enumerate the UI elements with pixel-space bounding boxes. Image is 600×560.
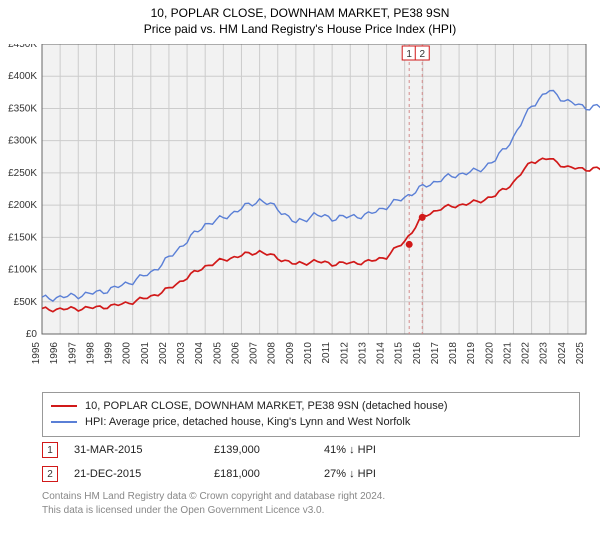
sale-marker-icon: 2 bbox=[42, 466, 58, 482]
svg-text:£450K: £450K bbox=[8, 44, 37, 50]
chart-title: 10, POPLAR CLOSE, DOWNHAM MARKET, PE38 9… bbox=[0, 6, 600, 20]
svg-text:2020: 2020 bbox=[484, 342, 495, 365]
svg-text:2022: 2022 bbox=[521, 342, 532, 365]
svg-text:2023: 2023 bbox=[539, 342, 550, 365]
sale-price: £181,000 bbox=[214, 468, 324, 480]
sale-diff: 27% ↓ HPI bbox=[324, 468, 464, 480]
legend: 10, POPLAR CLOSE, DOWNHAM MARKET, PE38 9… bbox=[42, 392, 580, 437]
svg-text:1996: 1996 bbox=[49, 342, 60, 365]
sale-date: 31-MAR-2015 bbox=[74, 444, 214, 456]
footer-line-1: Contains HM Land Registry data © Crown c… bbox=[42, 490, 562, 504]
legend-swatch bbox=[51, 421, 77, 423]
svg-text:2021: 2021 bbox=[502, 342, 513, 365]
svg-text:2007: 2007 bbox=[249, 342, 260, 365]
sale-row: 2 21-DEC-2015£181,00027% ↓ HPI bbox=[42, 462, 464, 486]
svg-text:2: 2 bbox=[419, 49, 425, 60]
svg-text:2019: 2019 bbox=[466, 342, 477, 365]
svg-text:2018: 2018 bbox=[448, 342, 459, 365]
legend-label: 10, POPLAR CLOSE, DOWNHAM MARKET, PE38 9… bbox=[85, 400, 448, 412]
svg-text:2011: 2011 bbox=[321, 342, 332, 364]
svg-text:2005: 2005 bbox=[212, 342, 223, 365]
svg-text:2012: 2012 bbox=[339, 342, 350, 365]
svg-text:2013: 2013 bbox=[357, 342, 368, 365]
svg-text:£50K: £50K bbox=[14, 297, 38, 308]
svg-text:2010: 2010 bbox=[303, 342, 314, 365]
footer-line-2: This data is licensed under the Open Gov… bbox=[42, 504, 562, 518]
footer-attribution: Contains HM Land Registry data © Crown c… bbox=[42, 490, 562, 517]
sale-marker-icon: 1 bbox=[42, 442, 58, 458]
svg-text:1995: 1995 bbox=[31, 342, 42, 365]
svg-text:1: 1 bbox=[406, 49, 412, 60]
svg-text:2008: 2008 bbox=[267, 342, 278, 365]
svg-text:2004: 2004 bbox=[194, 342, 205, 365]
legend-swatch bbox=[51, 405, 77, 407]
svg-text:£250K: £250K bbox=[8, 168, 37, 179]
svg-text:2001: 2001 bbox=[140, 342, 151, 365]
svg-text:£100K: £100K bbox=[8, 265, 37, 276]
sale-diff: 41% ↓ HPI bbox=[324, 444, 464, 456]
svg-text:2014: 2014 bbox=[376, 342, 387, 365]
svg-text:2006: 2006 bbox=[230, 342, 241, 365]
svg-text:1998: 1998 bbox=[85, 342, 96, 365]
svg-text:£150K: £150K bbox=[8, 232, 37, 243]
legend-label: HPI: Average price, detached house, King… bbox=[85, 416, 410, 428]
svg-text:1999: 1999 bbox=[104, 342, 115, 365]
chart-plot: £0 £50K £100K £150K £200K £250K £300K £350K £400… bbox=[0, 44, 600, 374]
svg-text:2015: 2015 bbox=[394, 342, 405, 365]
legend-item: 10, POPLAR CLOSE, DOWNHAM MARKET, PE38 9… bbox=[51, 398, 571, 414]
svg-text:2000: 2000 bbox=[122, 342, 133, 365]
svg-text:2025: 2025 bbox=[575, 342, 586, 365]
svg-text:£0: £0 bbox=[26, 329, 38, 340]
sale-price: £139,000 bbox=[214, 444, 324, 456]
svg-text:£300K: £300K bbox=[8, 136, 37, 147]
sale-date: 21-DEC-2015 bbox=[74, 468, 214, 480]
svg-text:£350K: £350K bbox=[8, 103, 37, 114]
svg-text:£200K: £200K bbox=[8, 200, 37, 211]
chart-subtitle: Price paid vs. HM Land Registry's House … bbox=[0, 22, 600, 36]
svg-text:2009: 2009 bbox=[285, 342, 296, 365]
legend-item: HPI: Average price, detached house, King… bbox=[51, 414, 571, 430]
svg-text:£400K: £400K bbox=[8, 71, 37, 82]
svg-text:2016: 2016 bbox=[412, 342, 423, 365]
svg-text:2003: 2003 bbox=[176, 342, 187, 365]
svg-text:2024: 2024 bbox=[557, 342, 568, 365]
svg-text:2017: 2017 bbox=[430, 342, 441, 365]
sales-table: 1 31-MAR-2015£139,00041% ↓ HPI 2 21-DEC-201… bbox=[42, 438, 464, 486]
svg-text:2002: 2002 bbox=[158, 342, 169, 365]
svg-text:1997: 1997 bbox=[67, 342, 78, 365]
sale-row: 1 31-MAR-2015£139,00041% ↓ HPI bbox=[42, 438, 464, 462]
